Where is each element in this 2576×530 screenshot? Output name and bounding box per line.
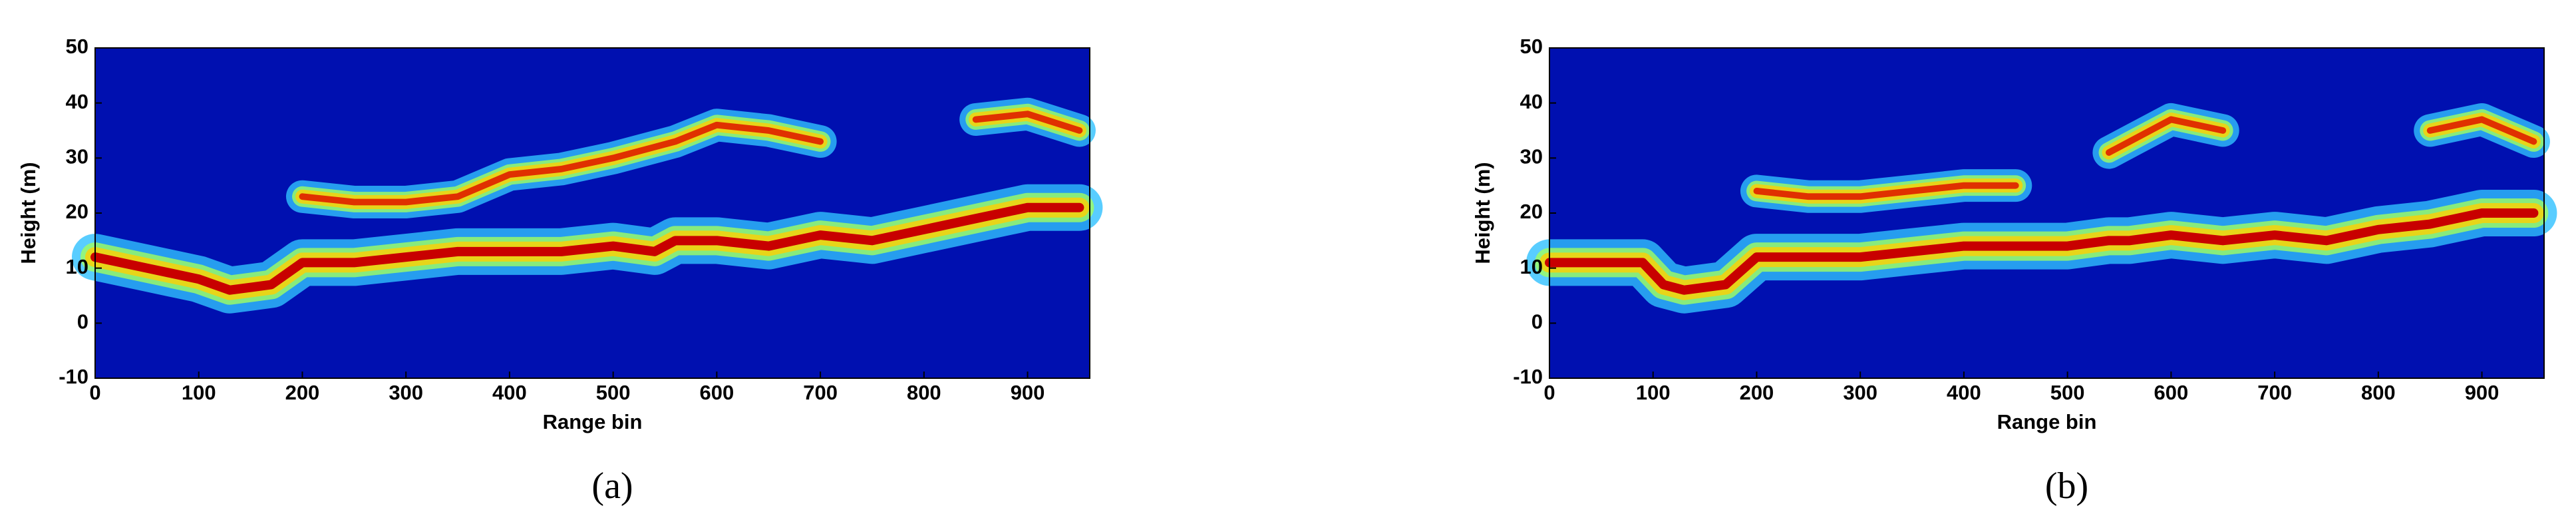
y-tick-label: 40	[66, 90, 88, 113]
y-tick-label: 30	[66, 145, 88, 168]
intensity-layer	[1753, 116, 2537, 200]
x-tick-label: 800	[2361, 381, 2396, 404]
y-tick-label: -10	[59, 365, 88, 388]
x-tick-label: 300	[1843, 381, 1877, 404]
y-tick-label: 20	[1520, 200, 1543, 223]
x-tick-label: 400	[492, 381, 527, 404]
x-tick-label: 200	[1740, 381, 1774, 404]
x-tick-label: 500	[2050, 381, 2085, 404]
y-tick-label: 0	[1531, 310, 1543, 334]
intensity-layer	[299, 111, 1083, 206]
y-tick-label: 0	[77, 310, 88, 334]
x-axis-label: Range bin	[1997, 410, 2097, 433]
y-axis-label: Height (m)	[1471, 162, 1494, 264]
y-tick-label: 20	[66, 200, 88, 223]
y-tick-label: 30	[1520, 145, 1543, 168]
x-tick-label: 900	[2465, 381, 2499, 404]
x-axis-label: Range bin	[543, 410, 643, 433]
x-tick-label: 0	[89, 381, 100, 404]
intensity-layer	[1545, 208, 2539, 295]
x-tick-label: 100	[182, 381, 216, 404]
x-tick-label: 0	[1543, 381, 1555, 404]
x-tick-label: 700	[803, 381, 838, 404]
x-tick-label: 200	[285, 381, 320, 404]
y-axis-label: Height (m)	[17, 162, 40, 264]
x-tick-label: 500	[596, 381, 631, 404]
x-tick-label: 300	[389, 381, 423, 404]
y-tick-label: -10	[1513, 365, 1543, 388]
y-tick-label: 50	[66, 35, 88, 58]
x-tick-label: 900	[1011, 381, 1045, 404]
x-tick-label: 600	[700, 381, 734, 404]
x-tick-label: 800	[907, 381, 941, 404]
y-tick-label: 40	[1520, 90, 1543, 113]
x-tick-label: 400	[1947, 381, 1981, 404]
panel-caption: (b)	[2045, 465, 2088, 507]
y-tick-label: 10	[66, 255, 88, 278]
x-tick-label: 600	[2154, 381, 2189, 404]
y-tick-label: 50	[1520, 35, 1543, 58]
panel-caption: (a)	[591, 465, 633, 507]
intensity-layer	[90, 202, 1084, 295]
y-tick-label: 10	[1520, 255, 1543, 278]
x-tick-label: 700	[2257, 381, 2292, 404]
x-tick-label: 100	[1636, 381, 1671, 404]
